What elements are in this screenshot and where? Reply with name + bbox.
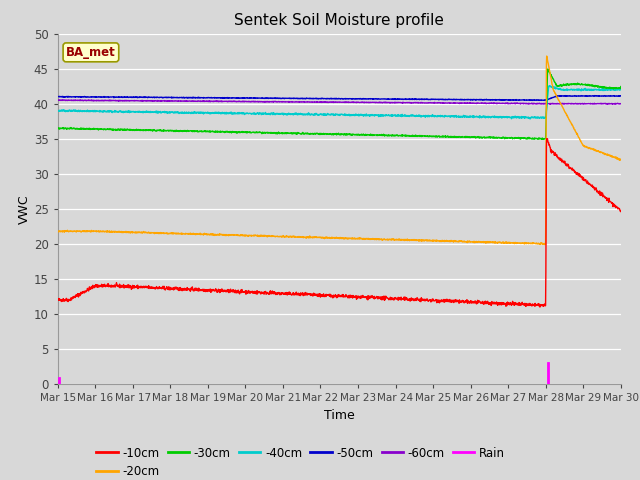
Y-axis label: VWC: VWC bbox=[18, 194, 31, 224]
Text: BA_met: BA_met bbox=[66, 46, 116, 59]
X-axis label: Time: Time bbox=[324, 408, 355, 421]
Title: Sentek Soil Moisture profile: Sentek Soil Moisture profile bbox=[234, 13, 444, 28]
Legend: -10cm, -20cm, -30cm, -40cm, -50cm, -60cm, Rain: -10cm, -20cm, -30cm, -40cm, -50cm, -60cm… bbox=[92, 442, 509, 480]
